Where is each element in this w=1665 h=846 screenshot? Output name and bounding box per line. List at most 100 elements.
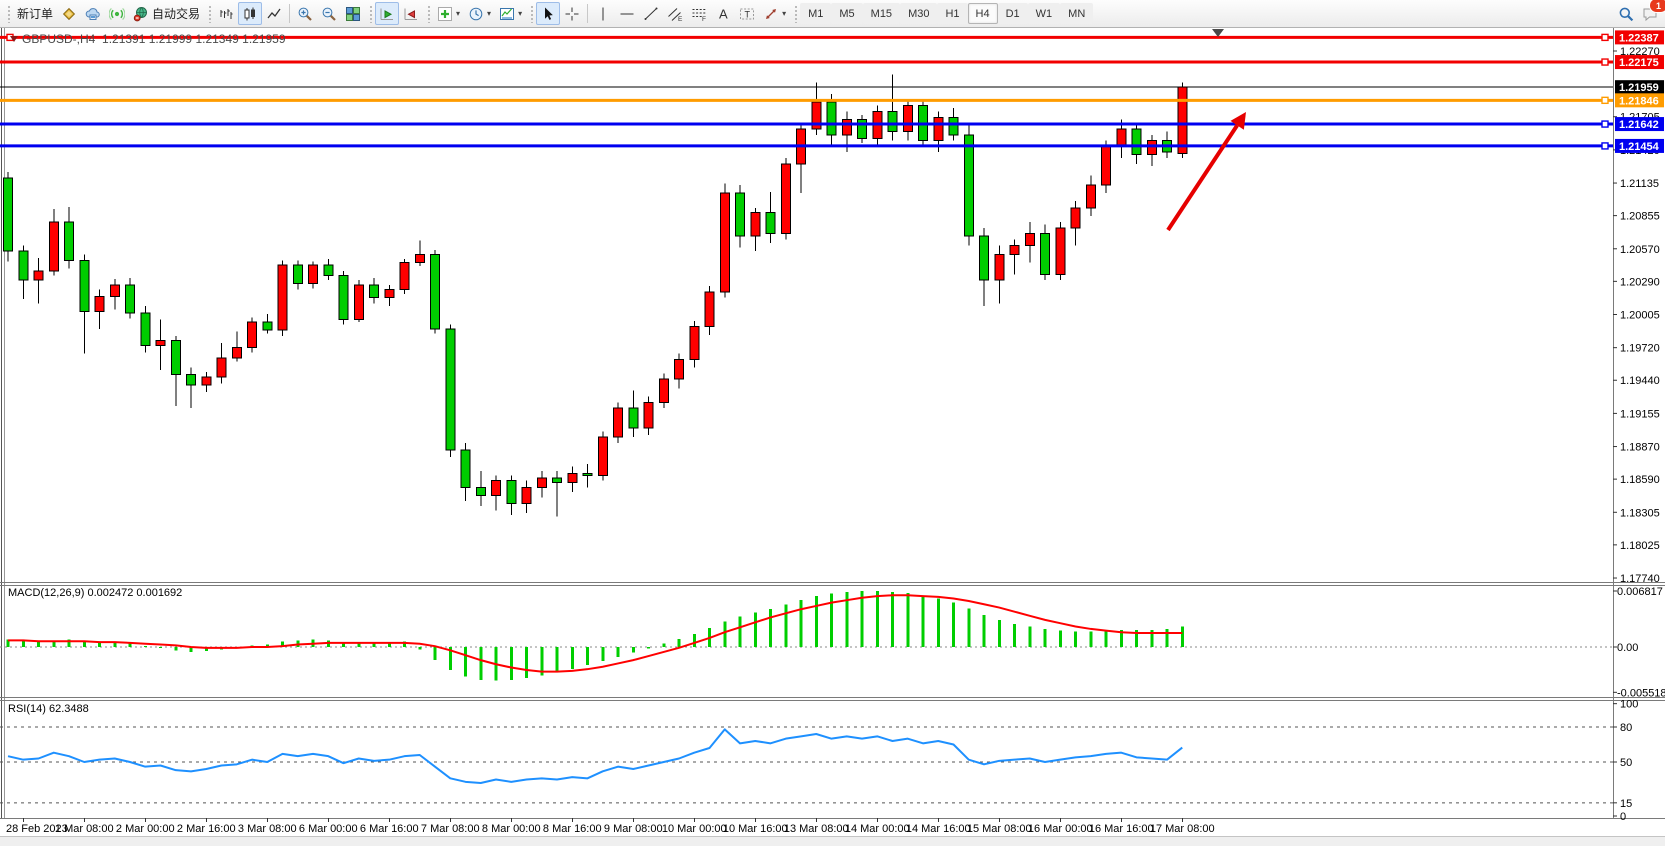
zoom-out-icon	[322, 7, 336, 21]
svg-text:1.20570: 1.20570	[1620, 244, 1660, 256]
tab-timeframe-m15[interactable]: M15	[862, 3, 901, 24]
fibonacci-button[interactable]: F	[687, 2, 711, 25]
crosshair-button[interactable]	[560, 2, 584, 25]
market-gold-diamond-icon	[62, 7, 76, 20]
candle-body	[1116, 128, 1127, 147]
candle-body	[521, 486, 532, 505]
svg-text:1.20290: 1.20290	[1620, 276, 1660, 288]
tab-timeframe-m5[interactable]: M5	[831, 3, 863, 24]
tab-timeframe-h4[interactable]: H4	[967, 3, 998, 24]
fibo-letter: F	[702, 16, 706, 22]
autotrading-button[interactable]: 自动交易	[129, 2, 204, 25]
auto-scroll-button[interactable]	[375, 2, 400, 25]
new-order-button[interactable]: 新订单	[13, 2, 57, 25]
candle-body	[658, 378, 669, 403]
hline-1.21454[interactable]	[0, 142, 1613, 150]
hline-right-handle[interactable]	[1601, 58, 1609, 66]
svg-text:1.21135: 1.21135	[1620, 178, 1659, 190]
hline-right-handle[interactable]	[1601, 142, 1609, 150]
text-tool-icon: A	[719, 6, 728, 21]
hline-right-handle[interactable]	[1601, 33, 1609, 42]
periods-button[interactable]: ▾	[464, 2, 495, 25]
search-button[interactable]	[1614, 2, 1638, 25]
tab-timeframe-h1[interactable]: H1	[937, 3, 968, 24]
candle-body	[704, 291, 715, 328]
bar-chart-button[interactable]	[214, 2, 238, 25]
timeframe-group: M1 M5 M15 M30 H1 H4 D1 W1 MN	[800, 3, 1094, 24]
pane-frame	[0, 28, 1665, 819]
candle-body	[1024, 233, 1035, 246]
trend-arrow[interactable]	[1166, 112, 1246, 232]
trendline-button[interactable]	[639, 2, 663, 25]
arrows-tool-button[interactable]: ▾	[759, 2, 790, 25]
price-tag-text: 1.21959	[1619, 82, 1659, 94]
price-tag	[1615, 30, 1664, 45]
candle-body	[765, 212, 776, 235]
hline-1.21642[interactable]	[0, 120, 1613, 128]
time-axis-label: 1 Mar 08:00	[55, 823, 114, 835]
time-axis-label: 28 Feb 2023	[6, 823, 68, 835]
zoom-out-button[interactable]	[317, 2, 341, 25]
candle-body	[109, 284, 120, 297]
zoom-in-button[interactable]	[293, 2, 317, 25]
tab-timeframe-d1[interactable]: D1	[997, 3, 1028, 24]
arrow-head[interactable]	[1230, 112, 1246, 130]
line-chart-button[interactable]	[262, 2, 286, 25]
market-button[interactable]	[57, 2, 81, 25]
svg-text:0.006817: 0.006817	[1617, 586, 1663, 598]
chart-shift-button[interactable]	[399, 2, 423, 25]
candle-body	[445, 328, 456, 451]
horizontal-line-button[interactable]	[615, 2, 639, 25]
candle-body	[64, 221, 74, 261]
candle-body	[826, 101, 837, 136]
candle-body	[170, 340, 181, 375]
time-axis-label: 2 Mar 16:00	[177, 823, 236, 835]
signals-button[interactable]	[105, 2, 129, 25]
candle-body	[460, 449, 471, 488]
time-axis-label: 13 Mar 08:00	[784, 823, 849, 835]
arrow-shaft[interactable]	[1166, 124, 1239, 232]
cursor-button[interactable]	[536, 2, 561, 25]
hline-right-handle[interactable]	[1601, 96, 1609, 105]
chart-title: GBPUSD-,H4 1.21391 1.21999 1.21349 1.219…	[22, 32, 286, 46]
candle-body	[491, 479, 501, 496]
zoom-in-icon	[298, 7, 312, 21]
chart-shift-marker[interactable]	[1212, 29, 1224, 37]
vps-button[interactable]	[81, 2, 105, 25]
text-tool-button[interactable]: A	[711, 2, 735, 25]
candle-body	[994, 254, 1005, 281]
indicators-button[interactable]: ▾	[433, 2, 464, 25]
hline-1.21846[interactable]	[0, 96, 1613, 105]
tab-timeframe-w1[interactable]: W1	[1027, 3, 1061, 24]
candle-body	[506, 479, 517, 505]
hline-right-handle[interactable]	[1601, 120, 1609, 128]
svg-text:1.18305: 1.18305	[1620, 507, 1660, 519]
candle-body	[430, 254, 440, 330]
candle-body	[338, 275, 349, 321]
svg-text:0.00: 0.00	[1617, 642, 1638, 654]
candle-body	[353, 284, 364, 321]
signals-radio-icon	[109, 7, 126, 20]
chart-window[interactable]: 1.222701.217051.214201.211351.208551.205…	[0, 28, 1665, 836]
price-tag-text: 1.21454	[1619, 141, 1660, 153]
equidistant-channel-button[interactable]: E	[663, 2, 687, 25]
candle-body	[369, 284, 379, 299]
vertical-line-button[interactable]	[591, 2, 615, 25]
price-tag-text: 1.22387	[1619, 32, 1659, 44]
candlestick-chart-button[interactable]	[238, 2, 263, 25]
text-label-button[interactable]: T	[735, 2, 759, 25]
cursor-arrow-icon	[545, 7, 553, 20]
tab-timeframe-mn[interactable]: MN	[1060, 3, 1094, 24]
tab-timeframe-m1[interactable]: M1	[800, 3, 832, 24]
tile-windows-button[interactable]	[341, 2, 365, 25]
price-chart[interactable]: 1.222701.217051.214201.211351.208551.205…	[0, 28, 1665, 836]
templates-button[interactable]: ▾	[495, 2, 526, 25]
time-axis-label: 3 Mar 08:00	[238, 823, 297, 835]
time-axis-label: 14 Mar 00:00	[845, 823, 910, 835]
svg-text:1.17740: 1.17740	[1620, 573, 1660, 585]
time-axis-label: 15 Mar 08:00	[967, 823, 1032, 835]
candle-body	[384, 288, 395, 299]
template-icon	[500, 7, 515, 20]
tab-timeframe-m30[interactable]: M30	[900, 3, 938, 24]
hline-1.22175[interactable]	[0, 58, 1613, 66]
